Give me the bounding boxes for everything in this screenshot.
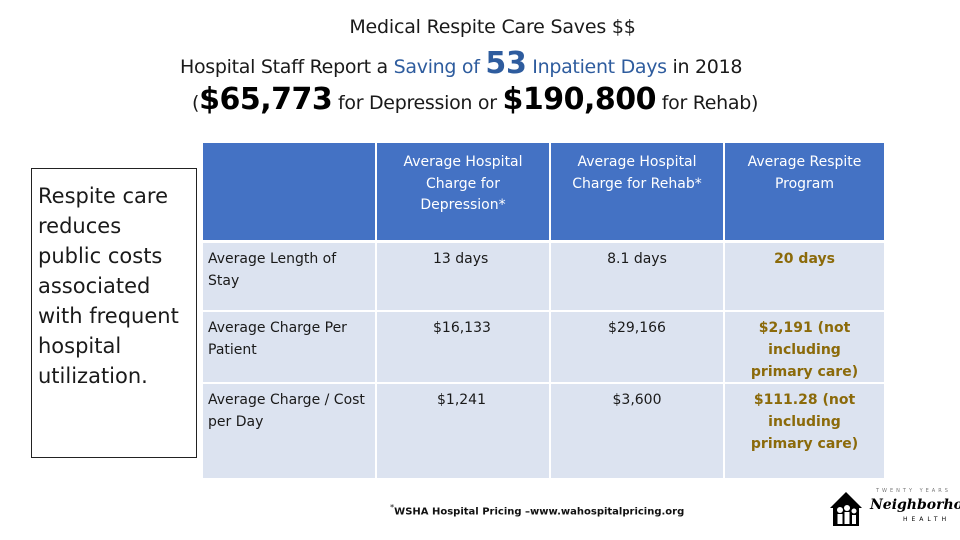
title-line2-b: Saving of	[393, 56, 486, 78]
title-line3-a: (	[192, 92, 200, 114]
title-line3-e: for Rehab)	[656, 92, 759, 114]
depression-value: $16,133	[377, 312, 549, 382]
depression-value: $1,241	[377, 384, 549, 478]
rehab-value: $3,600	[551, 384, 723, 478]
title-line-1: Medical Respite Care Saves $$	[0, 16, 960, 38]
rehab-value: $29,166	[551, 312, 723, 382]
row-label: Average Length of Stay	[203, 243, 375, 310]
logo-sub: HEALTH	[903, 516, 951, 523]
header-cell-empty	[203, 143, 375, 240]
table-header-row: Average Hospital Charge for Depression* …	[203, 143, 884, 240]
respite-value: $111.28 (not including primary care)	[725, 384, 884, 478]
title-line2-d: Inpatient Days	[526, 56, 667, 78]
title-line-2: Hospital Staff Report a Saving of 53 Inp…	[180, 46, 742, 81]
table-row: Average Charge / Cost per Day $1,241 $3,…	[203, 384, 884, 478]
footnote-text: WSHA Hospital Pricing –www.wahospitalpri…	[394, 506, 685, 518]
table-row: Average Length of Stay 13 days 8.1 days …	[203, 243, 884, 310]
respite-value: 20 days	[725, 243, 884, 310]
logo-tagline: TWENTY YEARS	[876, 488, 951, 494]
title-line2-a: Hospital Staff Report a	[180, 56, 394, 78]
saved-days-number: 53	[485, 46, 527, 81]
logo-name: Neighborhood	[870, 497, 960, 513]
footnote: *WSHA Hospital Pricing –www.wahospitalpr…	[390, 502, 684, 517]
rehab-value: 8.1 days	[551, 243, 723, 310]
title-line3-c: for Depression or	[332, 92, 503, 114]
depression-savings: $65,773	[199, 82, 333, 117]
table-row: Average Charge Per Patient $16,133 $29,1…	[203, 312, 884, 382]
respite-callout-box: Respite care reduces public costs associ…	[31, 168, 197, 458]
comparison-table: Average Hospital Charge for Depression* …	[203, 143, 884, 478]
rehab-savings: $190,800	[502, 82, 657, 117]
neighborhood-health-logo: TWENTY YEARS Neighborhood HEALTH	[826, 488, 960, 528]
row-label: Average Charge Per Patient	[203, 312, 375, 382]
header-cell-respite: Average Respite Program	[725, 143, 884, 240]
row-label: Average Charge / Cost per Day	[203, 384, 375, 478]
title-line2-e: in 2018	[666, 56, 743, 78]
depression-value: 13 days	[377, 243, 549, 310]
header-cell-depression: Average Hospital Charge for Depression*	[377, 143, 549, 240]
title-main: Medical Respite Care Saves $$	[349, 16, 636, 38]
respite-value: $2,191 (not including primary care)	[725, 312, 884, 382]
header-cell-rehab: Average Hospital Charge for Rehab*	[551, 143, 723, 240]
title-line-3: ($65,773 for Depression or $190,800 for …	[192, 82, 758, 117]
footnote-star: *	[390, 502, 395, 512]
house-people-icon	[830, 492, 862, 526]
